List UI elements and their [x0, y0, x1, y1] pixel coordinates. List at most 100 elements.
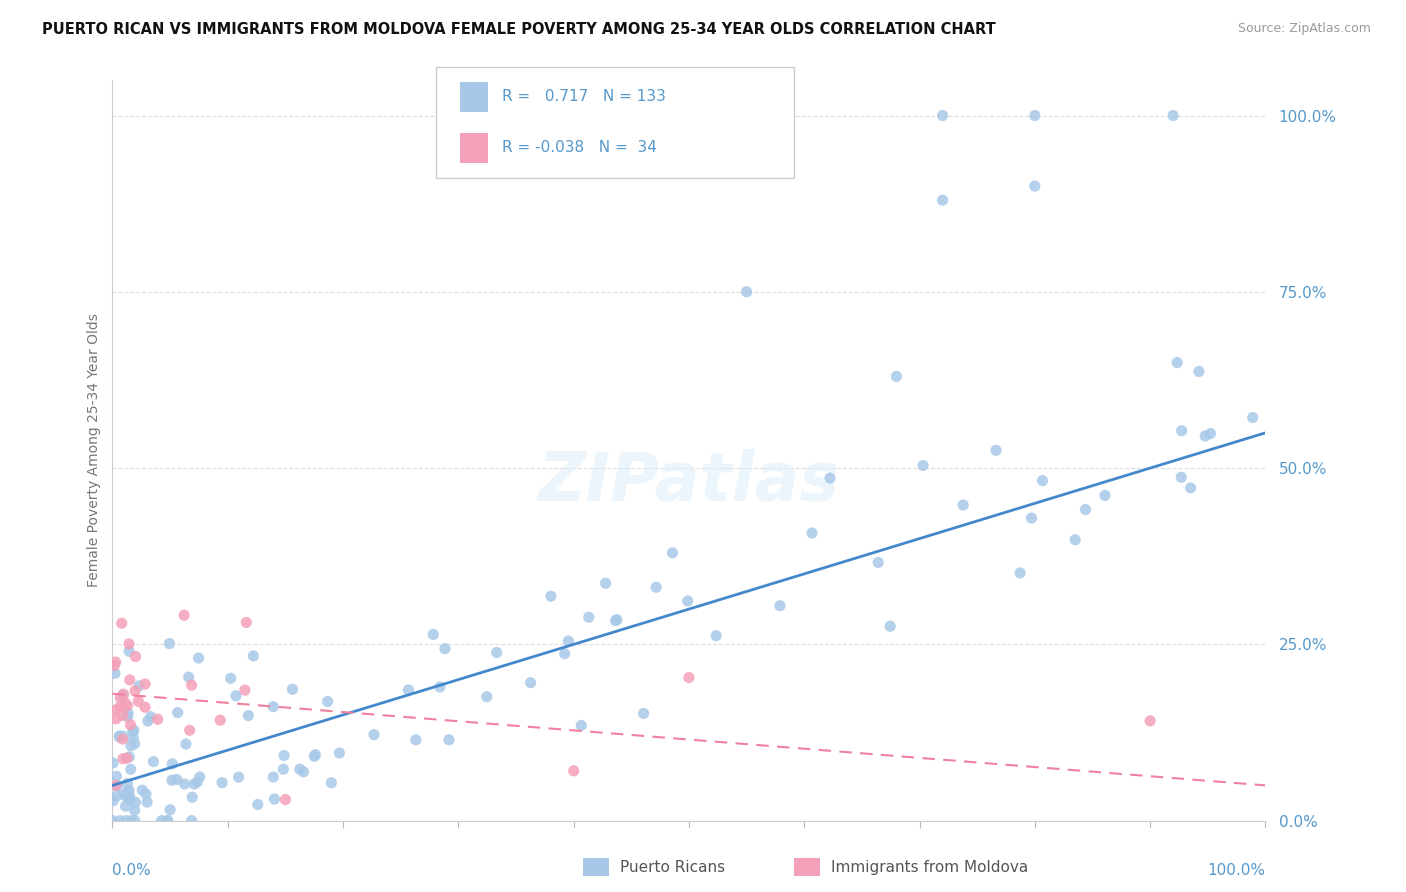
Point	[108, 814, 131, 828]
Point	[801, 526, 824, 541]
Point	[104, 778, 127, 792]
Point	[120, 717, 142, 731]
Point	[105, 779, 128, 793]
Point	[101, 756, 124, 770]
Point	[173, 608, 195, 623]
Point	[114, 696, 136, 710]
Point	[124, 795, 146, 809]
Point	[114, 799, 136, 814]
Point	[1241, 410, 1264, 425]
Point	[263, 792, 285, 806]
Text: R = -0.038   N =  34: R = -0.038 N = 34	[502, 140, 657, 154]
Point	[160, 773, 183, 788]
Point	[118, 793, 141, 807]
Point	[120, 814, 142, 828]
Point	[228, 770, 250, 784]
Point	[235, 615, 257, 630]
Point	[108, 731, 131, 745]
Point	[1064, 533, 1087, 547]
Point	[118, 783, 141, 797]
Point	[134, 700, 156, 714]
Point	[952, 498, 974, 512]
Text: 0.0%: 0.0%	[112, 863, 152, 878]
Point	[868, 556, 890, 570]
Point	[606, 613, 628, 627]
Point	[818, 471, 841, 485]
Point	[112, 687, 135, 701]
Point	[238, 708, 260, 723]
Point	[645, 580, 668, 594]
Point	[273, 748, 295, 763]
Point	[121, 724, 143, 739]
Point	[179, 723, 201, 738]
Point	[111, 732, 134, 747]
Text: Immigrants from Moldova: Immigrants from Moldova	[831, 860, 1028, 874]
Point	[1024, 109, 1046, 123]
Point	[429, 680, 451, 694]
Point	[131, 783, 153, 797]
Point	[1021, 511, 1043, 525]
Point	[103, 658, 125, 673]
Point	[183, 777, 205, 791]
Point	[117, 710, 139, 724]
Point	[120, 762, 142, 776]
Point	[437, 732, 460, 747]
Point	[117, 791, 139, 805]
Point	[262, 770, 284, 784]
Point	[124, 684, 146, 698]
Point	[219, 671, 242, 685]
Point	[112, 688, 135, 702]
Point	[879, 619, 901, 633]
Point	[187, 651, 209, 665]
Point	[156, 814, 179, 828]
Point	[188, 770, 211, 784]
Point	[1194, 429, 1216, 443]
Point	[105, 769, 128, 783]
Point	[124, 737, 146, 751]
Point	[562, 764, 585, 778]
Point	[186, 775, 208, 789]
Point	[139, 709, 162, 723]
Point	[211, 775, 233, 789]
Point	[105, 703, 128, 717]
Point	[101, 814, 124, 828]
Point	[578, 610, 600, 624]
Point	[120, 739, 142, 753]
Point	[931, 193, 953, 207]
Point	[984, 443, 1007, 458]
Point	[595, 576, 617, 591]
Point	[1188, 364, 1211, 378]
Point	[485, 645, 508, 659]
Point	[678, 671, 700, 685]
Point	[117, 785, 139, 799]
Point	[405, 732, 427, 747]
Point	[101, 794, 124, 808]
Point	[225, 689, 247, 703]
Point	[292, 764, 315, 779]
Point	[128, 679, 150, 693]
Point	[321, 776, 343, 790]
Point	[676, 594, 699, 608]
Point	[1024, 179, 1046, 194]
Point	[122, 731, 145, 745]
Point	[886, 369, 908, 384]
Point	[180, 814, 202, 828]
Point	[274, 792, 297, 806]
Point	[118, 637, 141, 651]
Point	[142, 755, 165, 769]
Point	[1170, 424, 1192, 438]
Point	[209, 713, 232, 727]
Point	[159, 803, 181, 817]
Point	[104, 712, 127, 726]
Point	[363, 728, 385, 742]
Point	[396, 682, 419, 697]
Point	[117, 698, 139, 713]
Point	[316, 694, 339, 708]
Point	[661, 546, 683, 560]
Point	[117, 776, 139, 790]
Point	[273, 762, 295, 776]
Point	[146, 712, 169, 726]
Point	[112, 787, 135, 801]
Point	[135, 787, 157, 801]
Point	[124, 649, 146, 664]
